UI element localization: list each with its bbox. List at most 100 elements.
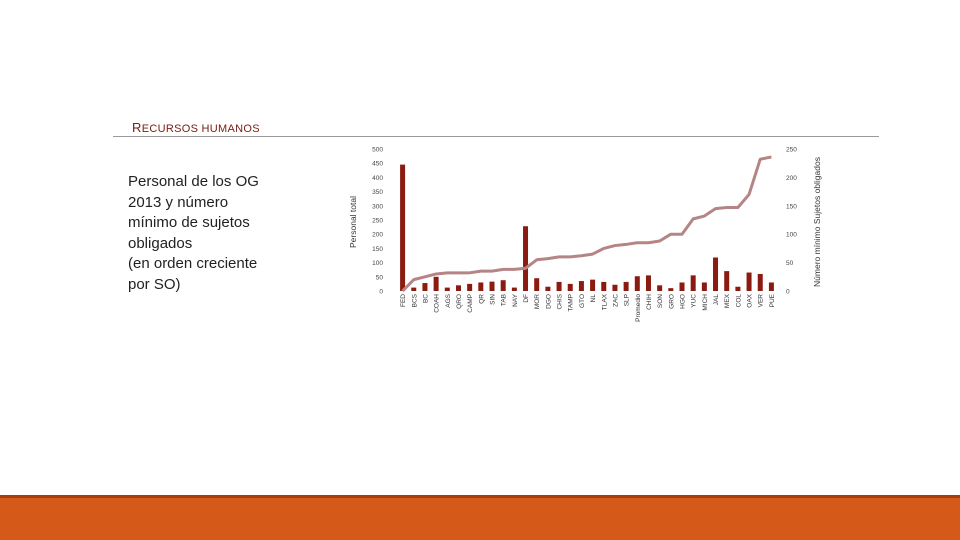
bar xyxy=(433,276,439,291)
section-title: RECURSOS HUMANOS xyxy=(132,120,260,135)
footer-accent-line xyxy=(0,495,960,498)
bar xyxy=(478,282,484,291)
category-label: DF xyxy=(523,294,530,303)
left-tick-label: 100 xyxy=(372,260,383,267)
bar xyxy=(690,275,696,291)
bar xyxy=(623,281,629,291)
bar xyxy=(523,226,529,291)
category-label: BC xyxy=(422,294,429,303)
section-title-initial: R xyxy=(132,120,142,135)
right-tick-label: 0 xyxy=(786,289,790,296)
category-label: BCS xyxy=(411,293,418,307)
category-label: COAH xyxy=(434,294,441,313)
bar xyxy=(545,286,551,291)
left-tick-label: 250 xyxy=(372,218,383,225)
y2-axis-label: Número mínimo Sujetos obligados xyxy=(812,157,822,287)
bar xyxy=(668,288,674,291)
right-axis-ticks: 0 50 100 150 200 250 xyxy=(786,147,797,296)
category-label: FED xyxy=(400,294,407,307)
bar-series xyxy=(400,164,774,291)
bar xyxy=(467,283,473,291)
category-label: CHIS xyxy=(557,293,564,309)
bar xyxy=(679,282,685,291)
category-label: CHIH xyxy=(646,294,653,310)
category-label: COL xyxy=(735,294,742,308)
category-label: YUC xyxy=(691,294,698,308)
left-tick-label: 300 xyxy=(372,203,383,210)
bar xyxy=(768,282,774,291)
category-label: GRO xyxy=(668,294,675,309)
category-label: NAY xyxy=(512,293,519,307)
category-label: CAMP xyxy=(467,294,474,313)
category-label: TLAX xyxy=(601,293,608,310)
bar xyxy=(757,273,763,291)
line-series xyxy=(401,155,772,293)
left-tick-label: 400 xyxy=(372,175,383,182)
category-label: MICH xyxy=(702,294,709,311)
left-tick-label: 50 xyxy=(376,274,384,281)
bar xyxy=(455,285,461,291)
category-label: MOR xyxy=(534,294,541,309)
bar xyxy=(444,287,450,291)
bar xyxy=(601,281,607,291)
bar xyxy=(556,281,562,291)
bar xyxy=(500,280,506,291)
right-tick-label: 200 xyxy=(786,175,797,182)
bar xyxy=(746,272,752,291)
bar xyxy=(612,284,618,291)
bar xyxy=(567,283,573,291)
bar xyxy=(411,287,417,291)
left-tick-label: 350 xyxy=(372,189,383,196)
right-tick-label: 100 xyxy=(786,232,797,239)
category-label: MEX xyxy=(724,293,731,308)
left-tick-label: 500 xyxy=(372,147,383,154)
right-tick-label: 50 xyxy=(786,260,794,267)
category-label: AGS xyxy=(445,293,452,307)
category-label: QR xyxy=(478,294,485,304)
category-label: DGO xyxy=(545,294,552,309)
category-label: SON xyxy=(657,294,664,308)
footer-accent-bar xyxy=(0,498,960,540)
category-label: TAMP xyxy=(568,294,575,312)
bar xyxy=(657,285,663,291)
bar xyxy=(634,276,640,291)
category-label: ZAC xyxy=(612,294,619,307)
category-label: OAX xyxy=(747,293,754,307)
bar xyxy=(534,278,540,291)
bar xyxy=(735,286,741,291)
title-divider xyxy=(113,136,879,137)
bar xyxy=(724,271,730,291)
category-label: JAL xyxy=(713,294,720,306)
category-label: PUE xyxy=(769,293,776,307)
right-tick-label: 150 xyxy=(786,203,797,210)
category-label: TAB xyxy=(501,294,508,306)
category-label: VER xyxy=(758,294,765,308)
left-tick-label: 0 xyxy=(379,289,383,296)
left-tick-label: 450 xyxy=(372,161,383,168)
left-tick-label: 200 xyxy=(372,232,383,239)
left-tick-label: 150 xyxy=(372,246,383,253)
category-labels: FED BCS BC COAH AGS QRO CAMP QR SIN TAB NAY DF MOR DG… xyxy=(400,293,776,321)
bar xyxy=(578,281,584,291)
bar xyxy=(511,287,517,291)
bar xyxy=(400,164,406,291)
bar xyxy=(701,282,707,291)
bar xyxy=(489,281,495,291)
y-axis-label: Personal total xyxy=(348,196,358,248)
right-tick-label: 250 xyxy=(786,147,797,154)
bar xyxy=(713,257,719,291)
bar xyxy=(590,279,596,291)
category-label: SIN xyxy=(490,294,497,305)
category-label: Promedio xyxy=(635,294,642,322)
category-label: HGO xyxy=(680,294,687,309)
category-label: NL xyxy=(590,294,597,303)
category-label: QRO xyxy=(456,294,463,309)
slide-heading: Personal de los OG 2013 y número mínimo … xyxy=(128,173,259,293)
line-path xyxy=(401,155,772,293)
left-axis-ticks: 0 50 100 150 200 250 300 350 400 450 500 xyxy=(372,147,383,296)
bar xyxy=(422,283,428,291)
category-label: SLP xyxy=(624,294,631,306)
bar xyxy=(645,275,651,291)
section-title-rest: ECURSOS HUMANOS xyxy=(141,123,260,135)
